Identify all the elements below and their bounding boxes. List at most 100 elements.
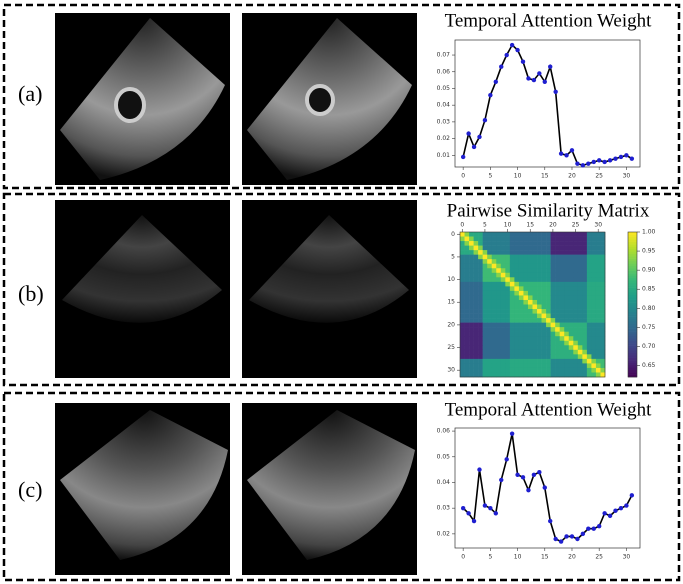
heatmap-cell — [577, 309, 583, 314]
heatmap-cell — [568, 322, 574, 328]
heatmap-cell — [550, 313, 556, 319]
heatmap-cell — [591, 313, 597, 319]
attention-point — [466, 131, 471, 136]
heatmap-cell — [482, 241, 488, 246]
heatmap-cell — [509, 277, 515, 283]
heatmap-cell — [518, 245, 524, 251]
heatmap-cell — [541, 336, 547, 342]
heatmap-cell — [487, 322, 493, 328]
heatmap-cell — [559, 254, 565, 260]
heatmap-cell — [595, 241, 601, 246]
heatmap-cell — [546, 290, 551, 296]
heatmap-cell — [600, 367, 606, 373]
heatmap-cell — [550, 336, 556, 342]
colorbar-step — [628, 360, 637, 363]
heatmap-cell — [568, 367, 574, 373]
heatmap-cell — [496, 372, 502, 378]
heatmap-cell — [482, 327, 488, 332]
attention-point — [493, 79, 499, 84]
heatmap-cell — [496, 254, 502, 260]
heatmap-cell — [487, 259, 493, 265]
heatmap-cell — [518, 358, 524, 364]
heatmap-cell — [500, 272, 506, 278]
heatmap-cell — [568, 263, 574, 269]
heatmap-cell — [586, 232, 592, 237]
heatmap-cell — [577, 290, 583, 296]
heatmap-cell — [568, 299, 574, 305]
colorbar-step — [628, 364, 637, 368]
heatmap-cell — [496, 309, 502, 314]
heatmap-cell — [564, 241, 570, 246]
colorbar-step — [628, 326, 637, 329]
heatmap-cell — [568, 254, 574, 260]
heatmap-cell — [550, 263, 556, 269]
heatmap-cell — [496, 322, 502, 328]
heatmap-cell — [523, 363, 529, 369]
heatmap-cell — [500, 299, 506, 305]
heatmap-cell — [537, 336, 542, 342]
heatmap-cell — [555, 318, 560, 323]
heatmap-cell — [500, 309, 506, 314]
heatmap-cell — [473, 272, 479, 278]
heatmap-cell — [600, 363, 606, 369]
heatmap-cell — [460, 295, 465, 301]
heatmap-cell — [491, 268, 497, 274]
heatmap-cell — [523, 299, 529, 305]
colorbar-step — [628, 273, 637, 276]
heatmap-cell — [482, 259, 488, 265]
heatmap-cell — [514, 299, 520, 305]
heatmap-cell — [478, 281, 483, 287]
heatmap-cell — [555, 241, 560, 246]
heatmap-cell — [509, 318, 515, 323]
heatmap-cell — [541, 272, 547, 278]
heatmap-cell — [541, 318, 547, 323]
heatmap-cell — [496, 349, 502, 355]
heatmap-cell — [518, 232, 524, 237]
heatmap-cell — [568, 277, 574, 283]
heatmap-cell — [559, 354, 565, 360]
attention-point — [591, 526, 596, 531]
heatmap-cell — [591, 363, 597, 369]
heatmap-cell — [541, 363, 547, 369]
heatmap-cell — [582, 363, 588, 369]
heatmap-cell — [505, 345, 511, 351]
heatmap-cell — [500, 367, 506, 373]
heatmap-cell — [568, 309, 574, 314]
heatmap-cell — [464, 245, 470, 251]
heatmap-cell — [564, 345, 570, 351]
heatmap-cell — [473, 232, 479, 237]
attention-point — [509, 431, 515, 436]
heatmap-cell — [505, 327, 511, 332]
heatmap-cell — [473, 277, 479, 283]
heatmap-cell — [586, 318, 592, 323]
heatmap-cell — [595, 354, 601, 360]
heatmap-cell — [527, 318, 533, 323]
attention-point — [586, 161, 591, 166]
heatmap-cell — [537, 345, 542, 351]
heatmap-cell — [600, 241, 606, 246]
colorbar-step — [628, 316, 637, 320]
heatmap-cell — [482, 281, 488, 287]
heatmap-cell — [500, 322, 506, 328]
heatmap-cell — [568, 318, 574, 323]
heatmap-cell — [582, 349, 588, 355]
colorbar-step — [628, 292, 637, 296]
heatmap-cell — [559, 245, 565, 251]
heatmap-cell — [555, 354, 560, 360]
heatmap-cell — [482, 236, 488, 242]
heatmap-cell — [568, 268, 574, 274]
heatmap-cell — [555, 331, 560, 337]
heatmap-cell — [550, 354, 556, 360]
heatmap-cell — [478, 304, 483, 310]
attention-point — [515, 47, 520, 53]
heatmap-cell — [550, 281, 556, 287]
heatmap-cell — [595, 304, 601, 310]
heatmap-cell — [595, 322, 601, 328]
heatmap-cell — [460, 272, 465, 278]
attention-point — [504, 52, 509, 58]
heatmap-cell — [532, 367, 538, 373]
heatmap-cell — [532, 241, 538, 246]
heatmap-cell — [595, 372, 601, 378]
heatmap-cell — [523, 268, 529, 274]
heatmap-cell — [537, 340, 542, 346]
